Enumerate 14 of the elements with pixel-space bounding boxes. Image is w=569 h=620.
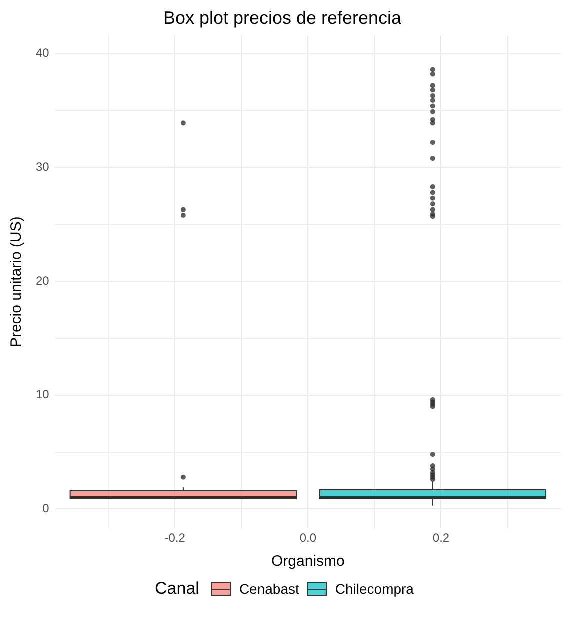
y-tick-label: 10: [36, 388, 50, 402]
y-tick-label: 30: [36, 160, 50, 174]
y-axis-title: Precio unitario (US): [8, 216, 26, 348]
legend-label: Chilecompra: [335, 581, 414, 597]
x-axis-title: Organismo: [271, 553, 345, 570]
y-tick-label: 40: [36, 46, 50, 60]
x-tick-label: 0.2: [432, 531, 450, 546]
legend-title: Canal: [155, 579, 200, 599]
y-tick-label: 0: [42, 502, 50, 516]
chart-title: Box plot precios de referencia: [163, 8, 403, 28]
y-tick-label: 20: [36, 274, 50, 288]
x-tick-label: 0.0: [300, 531, 317, 546]
legend-label: Cenabast: [239, 581, 300, 597]
x-tick-label: -0.2: [164, 531, 186, 546]
